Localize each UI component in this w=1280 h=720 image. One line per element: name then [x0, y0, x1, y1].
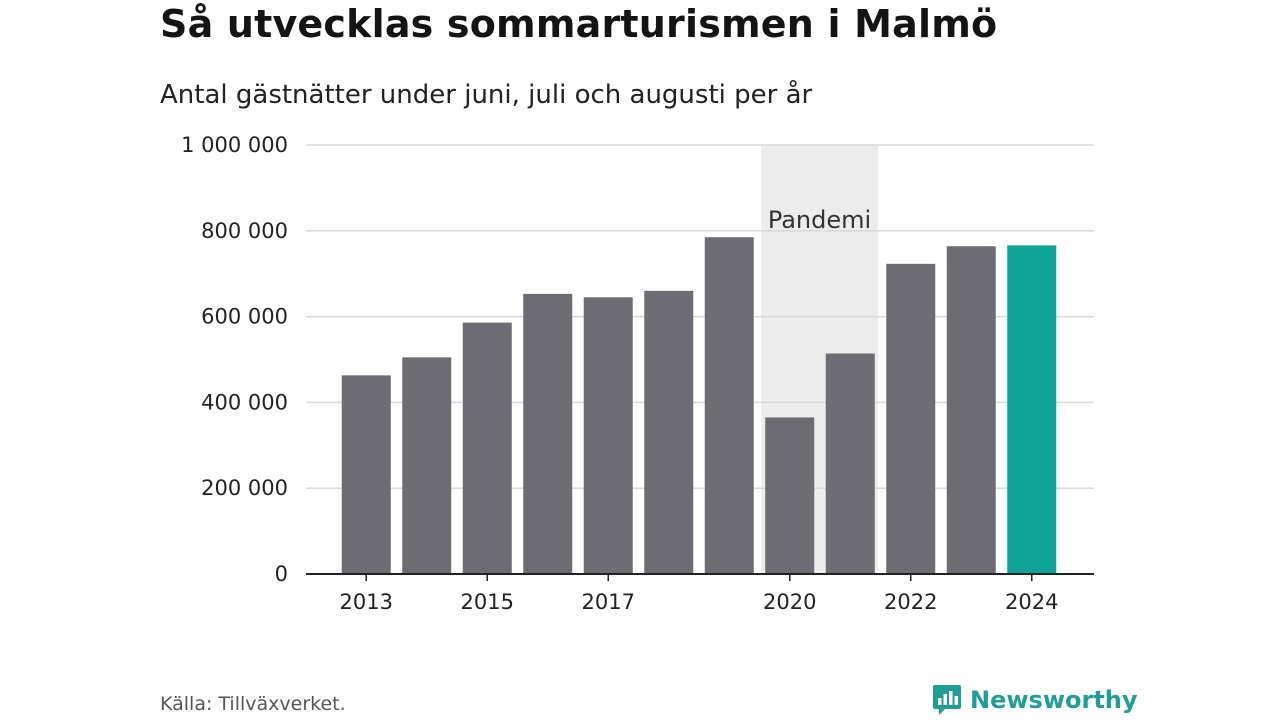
- x-tick-label: 2013: [340, 590, 393, 614]
- bar: [583, 297, 633, 574]
- y-tick-label: 0: [275, 562, 288, 586]
- bar: [644, 290, 694, 574]
- bar: [523, 293, 573, 574]
- bars: [341, 237, 1057, 575]
- bar: [402, 357, 452, 574]
- brand-logo[interactable]: Newsworthy: [932, 683, 1138, 717]
- bar-chart: Pandemi 0 200 000 400 000 600 000 800 000 1 0…: [181, 133, 1094, 614]
- y-tick-label: 1 000 000: [181, 133, 288, 157]
- bar: [462, 322, 512, 574]
- bar: [825, 353, 875, 574]
- y-tick-label: 800 000: [201, 219, 288, 243]
- x-tick-label: 2017: [582, 590, 635, 614]
- y-tick-label: 200 000: [201, 476, 288, 500]
- bar: [765, 417, 815, 574]
- x-tick-label: 2015: [461, 590, 514, 614]
- bar: [341, 375, 391, 574]
- tick-labels: 0 200 000 400 000 600 000 800 000 1 000 000 20…: [181, 133, 1058, 614]
- x-tick-label: 2020: [763, 590, 816, 614]
- bar: [704, 237, 754, 575]
- pandemic-band-label: Pandemi: [768, 206, 871, 234]
- chart-subtitle: Antal gästnätter under juni, juli och au…: [160, 80, 813, 110]
- chart-title: Så utvecklas sommarturismen i Malmö: [160, 2, 998, 46]
- axes: [306, 573, 1094, 581]
- x-tick-label: 2024: [1005, 590, 1058, 614]
- bar-highlight: [1007, 245, 1057, 575]
- source-note: Källa: Tillväxverket.: [160, 693, 346, 715]
- y-tick-label: 400 000: [201, 390, 288, 414]
- bar: [946, 246, 996, 574]
- newsworthy-logo-icon: [933, 685, 961, 715]
- y-tick-label: 600 000: [201, 305, 288, 329]
- x-tick-label: 2022: [884, 590, 937, 614]
- bar: [886, 263, 936, 574]
- brand-name: Newsworthy: [970, 686, 1138, 714]
